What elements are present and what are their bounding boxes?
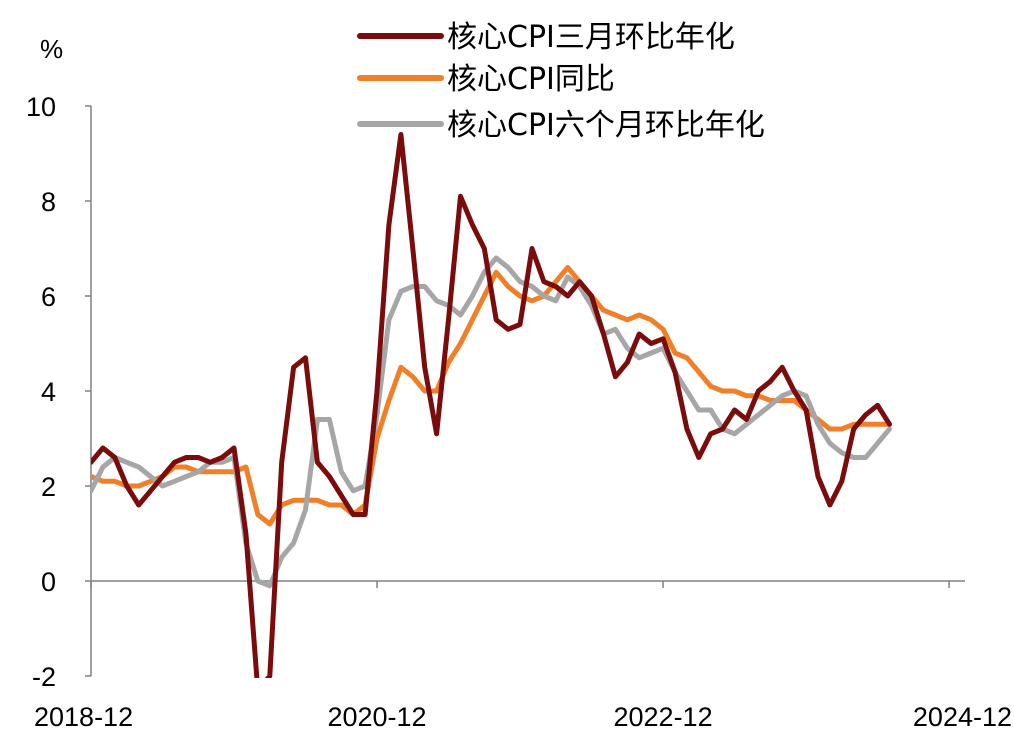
- legend-label-1: 核心CPI三月环比年化: [447, 20, 735, 55]
- series-lines: [91, 132, 892, 678]
- y-tick-label: 0: [41, 567, 56, 597]
- series-line-3: [91, 255, 892, 589]
- y-tick-label: -2: [32, 662, 56, 692]
- y-unit-label: %: [40, 34, 63, 64]
- y-tick-label: 4: [41, 377, 56, 407]
- y-tick-label: 8: [41, 187, 56, 217]
- series-line-1: [91, 132, 892, 678]
- y-tick-label: 2: [41, 472, 56, 502]
- y-tick-label: 6: [41, 282, 56, 312]
- x-tick-label: 2018-12: [34, 702, 133, 732]
- axes: -2 0 2 4 6 8 10 2018-12 2020-12 2022-12 2024-12: [26, 92, 1012, 732]
- series-line-2: [91, 265, 892, 527]
- x-tick-label: 2024-12: [913, 702, 1012, 732]
- legend-label-2: 核心CPI同比: [447, 62, 615, 97]
- legend-label-3: 核心CPI六个月环比年化: [447, 108, 765, 143]
- x-tick-label: 2022-12: [614, 702, 713, 732]
- x-tick-label: 2020-12: [327, 702, 426, 732]
- y-tick-label: 10: [26, 92, 56, 122]
